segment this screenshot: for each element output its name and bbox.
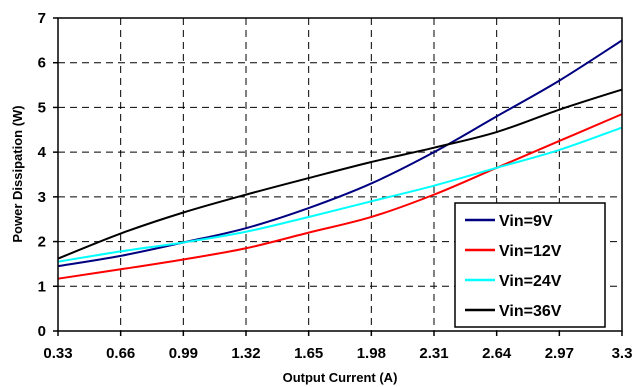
- y-tick-label: 5: [38, 99, 46, 116]
- y-tick-label: 2: [38, 234, 46, 251]
- x-tick-label: 0.66: [106, 345, 135, 362]
- y-tick-label: 4: [38, 144, 47, 161]
- series-line-2: [57, 113, 623, 280]
- series-lines: [57, 39, 623, 280]
- plot-border: [57, 17, 623, 332]
- x-tick-label: 2.31: [419, 345, 448, 362]
- series-line-4: [57, 88, 623, 260]
- series-line-1: [57, 39, 623, 268]
- y-axis-title: Power Dissipation (W): [10, 105, 25, 242]
- x-tick-label: 0.99: [169, 345, 198, 362]
- x-tick-label: 1.32: [231, 345, 260, 362]
- x-axis-title: Output Current (A): [283, 370, 398, 385]
- legend-label-4: Vin=36V: [499, 303, 562, 320]
- x-tick-label: 1.98: [357, 345, 386, 362]
- legend: Vin=9V Vin=12V Vin=24V Vin=36V: [454, 202, 606, 328]
- series-line-3: [57, 126, 623, 263]
- x-tick-label: 1.65: [294, 345, 323, 362]
- y-tick-label: 0: [38, 323, 46, 340]
- legend-label-3: Vin=24V: [499, 273, 562, 290]
- x-tick-label: 0.33: [43, 345, 72, 362]
- x-tick-label: 2.64: [482, 345, 512, 362]
- y-tick-label: 1: [38, 278, 46, 295]
- y-tick-label: 6: [38, 55, 46, 72]
- legend-label-2: Vin=12V: [499, 243, 562, 260]
- x-tick-label: 3.3: [612, 345, 633, 362]
- x-tick-label: 2.97: [545, 345, 574, 362]
- legend-box: [454, 202, 606, 328]
- x-axis-ticks: 0.33 0.66 0.99 1.32 1.65 1.98 2.31 2.64 2.97 3.3: [43, 331, 632, 362]
- y-axis-ticks: 0 1 2 3 4 5 6 7: [38, 10, 58, 340]
- y-tick-label: 3: [38, 189, 46, 206]
- legend-label-1: Vin=9V: [499, 213, 553, 230]
- y-tick-label: 7: [38, 10, 46, 27]
